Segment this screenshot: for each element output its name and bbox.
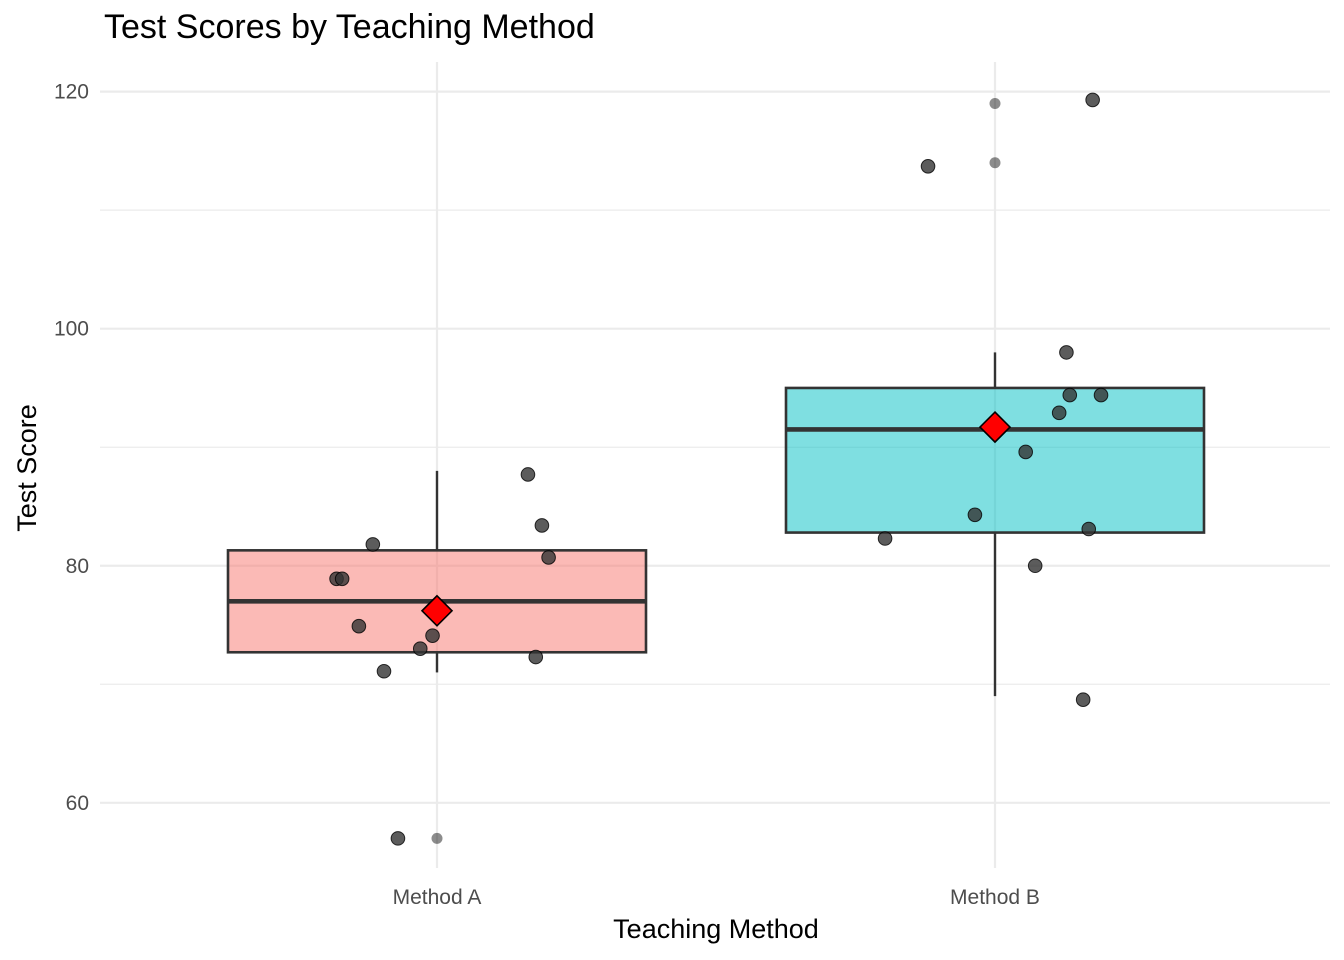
data-point — [390, 831, 406, 846]
data-point — [541, 550, 556, 565]
y-tick-label: 80 — [66, 555, 89, 578]
x-axis-title: Teaching Method — [613, 914, 819, 944]
data-point — [1062, 387, 1078, 403]
data-point — [1027, 558, 1043, 574]
data-point — [425, 628, 440, 643]
data-point — [1093, 387, 1109, 403]
mean-marker — [978, 410, 1012, 444]
data-point — [1085, 92, 1100, 108]
x-tick-label: Method A — [393, 886, 482, 909]
data-point — [376, 663, 392, 679]
y-tick-label: 100 — [54, 318, 89, 341]
data-point — [877, 531, 893, 546]
data-point — [351, 618, 367, 634]
data-point — [1075, 692, 1091, 707]
data-point — [1081, 521, 1097, 537]
x-tick-label: Method B — [950, 886, 1040, 909]
y-tick-label: 60 — [66, 792, 89, 815]
y-axis-title: Test Score — [12, 404, 42, 532]
x-axis-tick-labels: Method A Method B — [393, 886, 1040, 909]
data-point — [365, 537, 381, 552]
data-point — [520, 467, 536, 482]
y-axis-tick-labels: 60 80 100 120 — [54, 81, 89, 815]
chart-title: Test Scores by Teaching Method — [104, 8, 595, 46]
data-point — [1051, 405, 1067, 421]
data-point — [920, 159, 936, 174]
data-point — [534, 518, 550, 533]
outlier-point — [989, 97, 1001, 109]
data-point — [1018, 444, 1033, 460]
outlier-point — [431, 832, 443, 844]
outlier-points — [431, 97, 1001, 844]
mean-marker — [420, 594, 454, 627]
boxes — [226, 352, 1206, 697]
data-point — [412, 641, 428, 657]
box-method-b — [784, 386, 1206, 534]
data-point — [528, 649, 544, 665]
y-tick-label: 120 — [54, 81, 89, 104]
jittered-points — [329, 92, 1109, 846]
data-point — [334, 571, 350, 587]
major-gridlines — [100, 62, 1330, 868]
data-point — [1059, 345, 1074, 360]
data-point — [967, 507, 983, 523]
mean-markers — [420, 410, 1012, 627]
outlier-point — [989, 157, 1001, 169]
